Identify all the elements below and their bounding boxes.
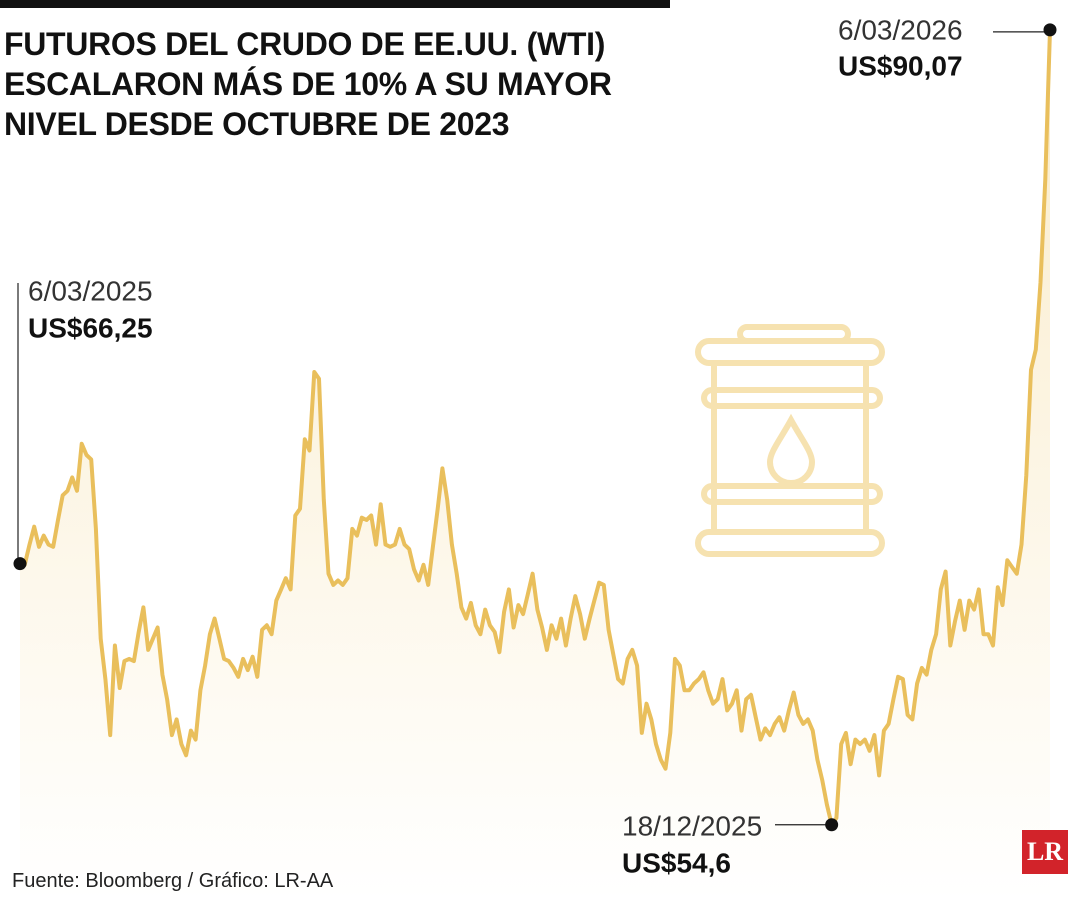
chart-title: FUTUROS DEL CRUDO DE EE.UU. (WTI) ESCALA… — [4, 26, 612, 142]
annotation-value: US$54,6 — [622, 847, 731, 878]
annotation-dot — [825, 818, 839, 832]
annotation-dot — [13, 557, 27, 571]
annotation-value: US$90,07 — [838, 50, 963, 81]
logo: LR — [1022, 830, 1068, 874]
barrel-icon — [695, 324, 885, 557]
source: Fuente: Bloomberg / Gráfico: LR-AA — [12, 870, 334, 892]
area — [20, 29, 1050, 900]
annotation-value: US$66,25 — [28, 312, 153, 343]
annotation-date: 18/12/2025 — [622, 810, 762, 841]
annotation-date: 6/03/2026 — [838, 14, 963, 45]
price-line — [19, 29, 1052, 827]
annotation-date: 6/03/2025 — [28, 275, 153, 306]
top-bar — [0, 0, 670, 8]
annotation-dot — [1043, 23, 1057, 37]
